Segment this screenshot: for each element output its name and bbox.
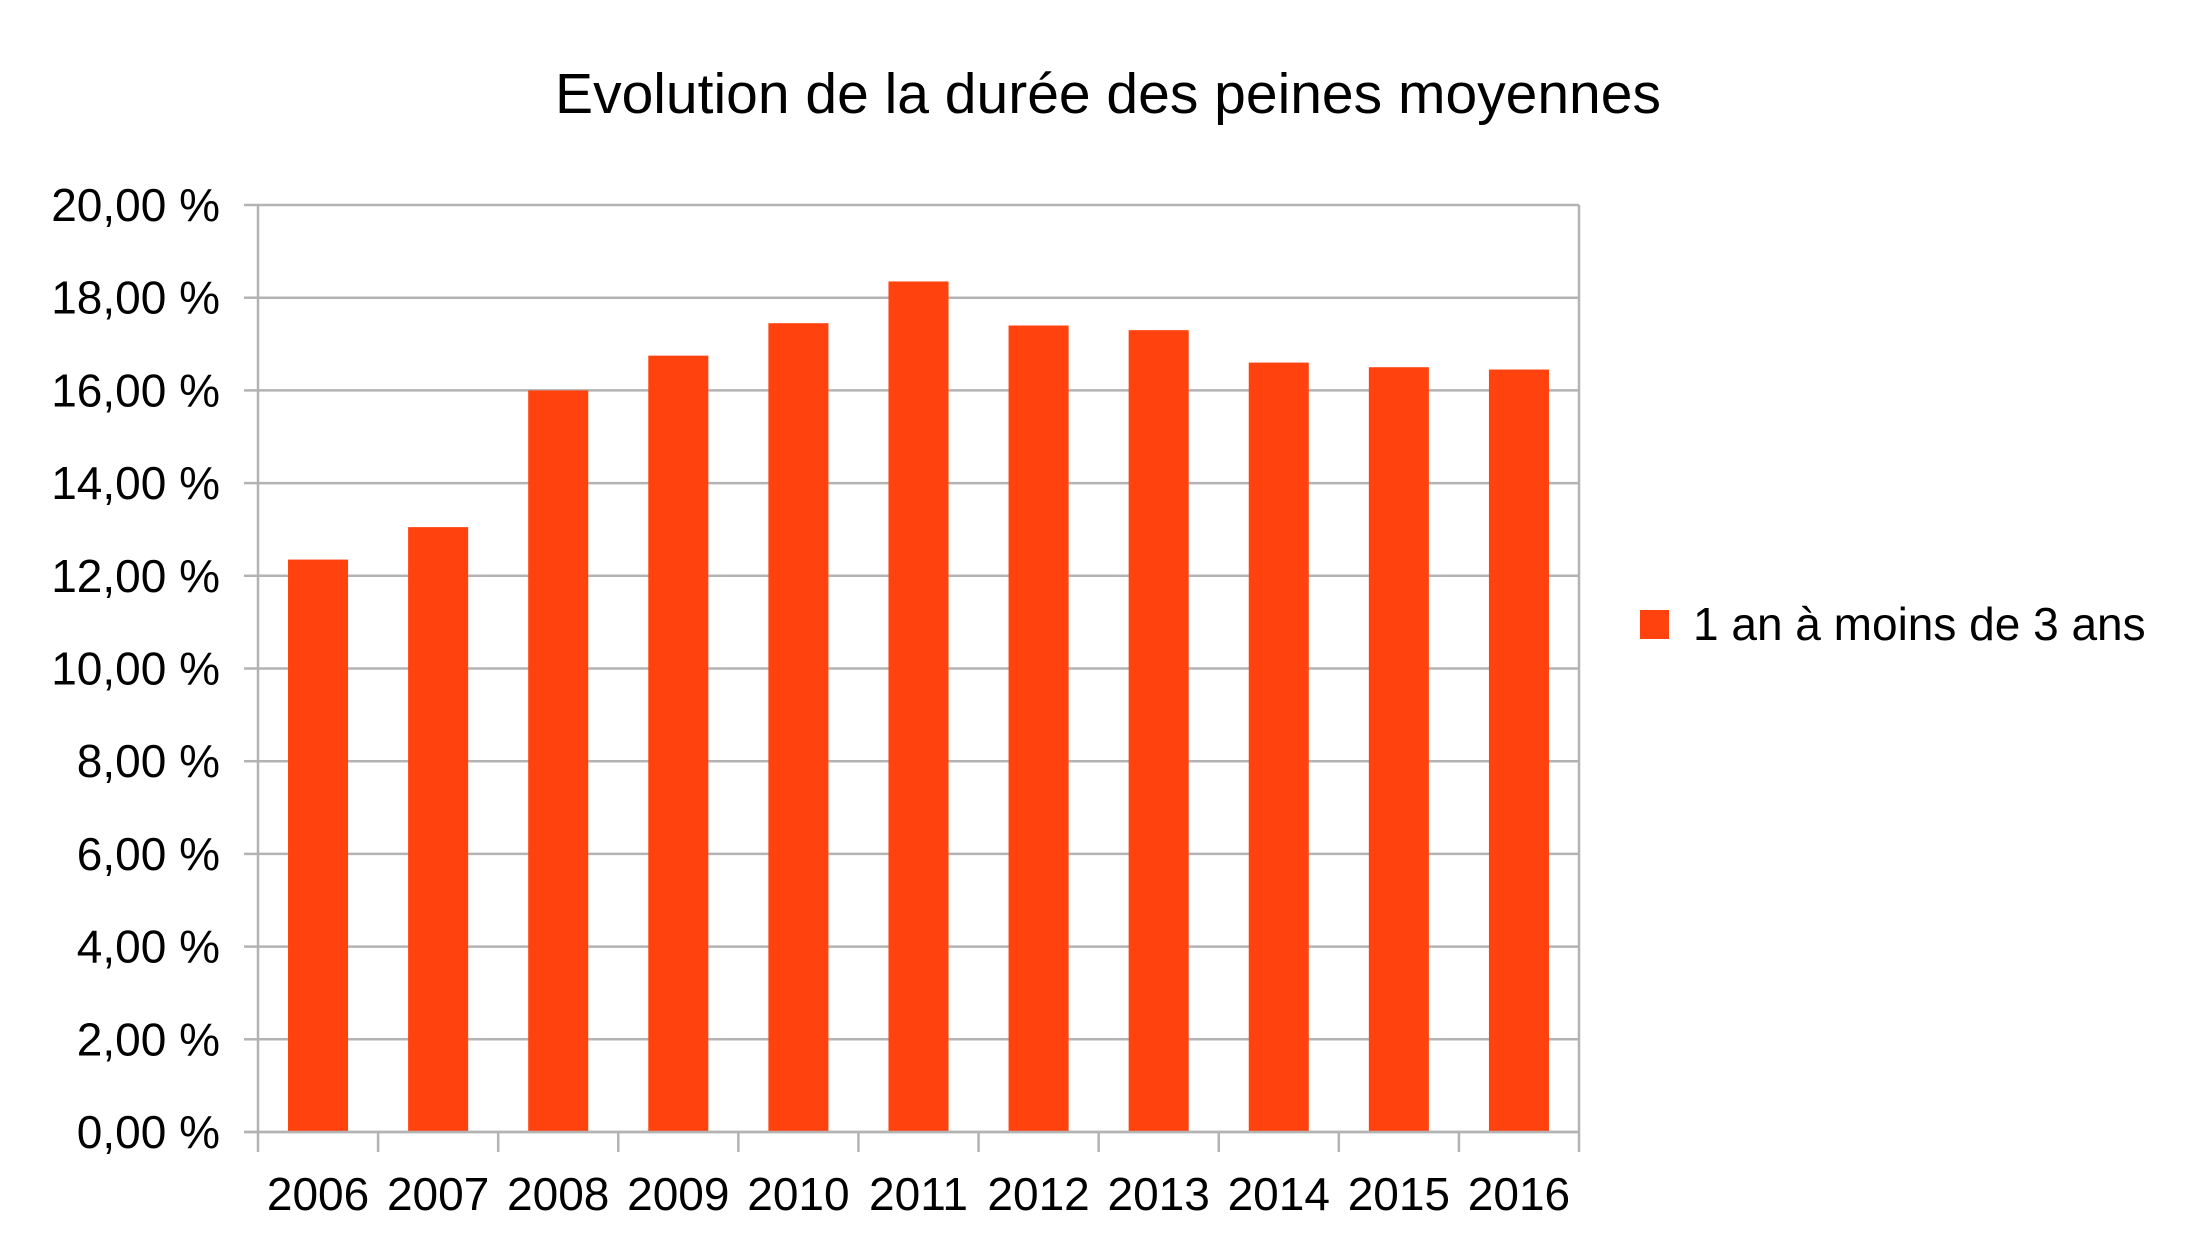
x-tick-label: 2008 (507, 1168, 609, 1220)
bar (1008, 325, 1069, 1132)
bar (1368, 367, 1429, 1133)
bar (888, 281, 949, 1132)
x-tick-label: 2015 (1348, 1168, 1450, 1220)
y-tick-label: 4,00 % (77, 921, 220, 973)
bar (648, 355, 709, 1132)
y-tick-labels: 0,00 % 2,00 % 4,00 % 6,00 % 8,00 % 10,00 % 12,… (51, 179, 220, 1158)
y-tick-label: 10,00 % (51, 643, 220, 695)
bar (528, 390, 589, 1132)
bar (1128, 330, 1189, 1132)
y-tick-label: 16,00 % (51, 364, 220, 416)
x-tick-label: 2014 (1228, 1168, 1330, 1220)
y-tick-label: 20,00 % (51, 179, 220, 231)
axes (244, 203, 1581, 1152)
x-tick-label: 2010 (747, 1168, 849, 1220)
y-tick-label: 18,00 % (51, 272, 220, 324)
y-tick-label: 0,00 % (77, 1106, 220, 1158)
bar (1488, 369, 1549, 1133)
x-tick-label: 2013 (1108, 1168, 1210, 1220)
legend-swatch (1640, 610, 1669, 639)
x-tick-label: 2011 (869, 1168, 968, 1220)
y-tick-label: 6,00 % (77, 828, 220, 880)
x-tick-label: 2012 (987, 1168, 1089, 1220)
y-tick-label: 12,00 % (51, 550, 220, 602)
x-tick-label: 2009 (627, 1168, 729, 1220)
legend-label: 1 an à moins de 3 ans (1693, 598, 2146, 650)
bar (288, 559, 349, 1132)
x-tick-label: 2007 (387, 1168, 489, 1220)
bars (288, 281, 1549, 1133)
x-tick-label: 2016 (1468, 1168, 1570, 1220)
legend: 1 an à moins de 3 ans (1640, 598, 2146, 650)
x-tick-labels: 2006 2007 2008 2009 2010 2011 2012 2013 2014 2015… (267, 1168, 1570, 1220)
x-tick-label: 2006 (267, 1168, 369, 1220)
bar (768, 323, 829, 1132)
y-tick-label: 14,00 % (51, 457, 220, 509)
y-tick-label: 8,00 % (77, 735, 220, 787)
bar (408, 527, 469, 1132)
y-tick-label: 2,00 % (77, 1013, 220, 1065)
chart-title: Evolution de la durée des peines moyenne… (555, 62, 1661, 126)
bar (1248, 362, 1309, 1133)
